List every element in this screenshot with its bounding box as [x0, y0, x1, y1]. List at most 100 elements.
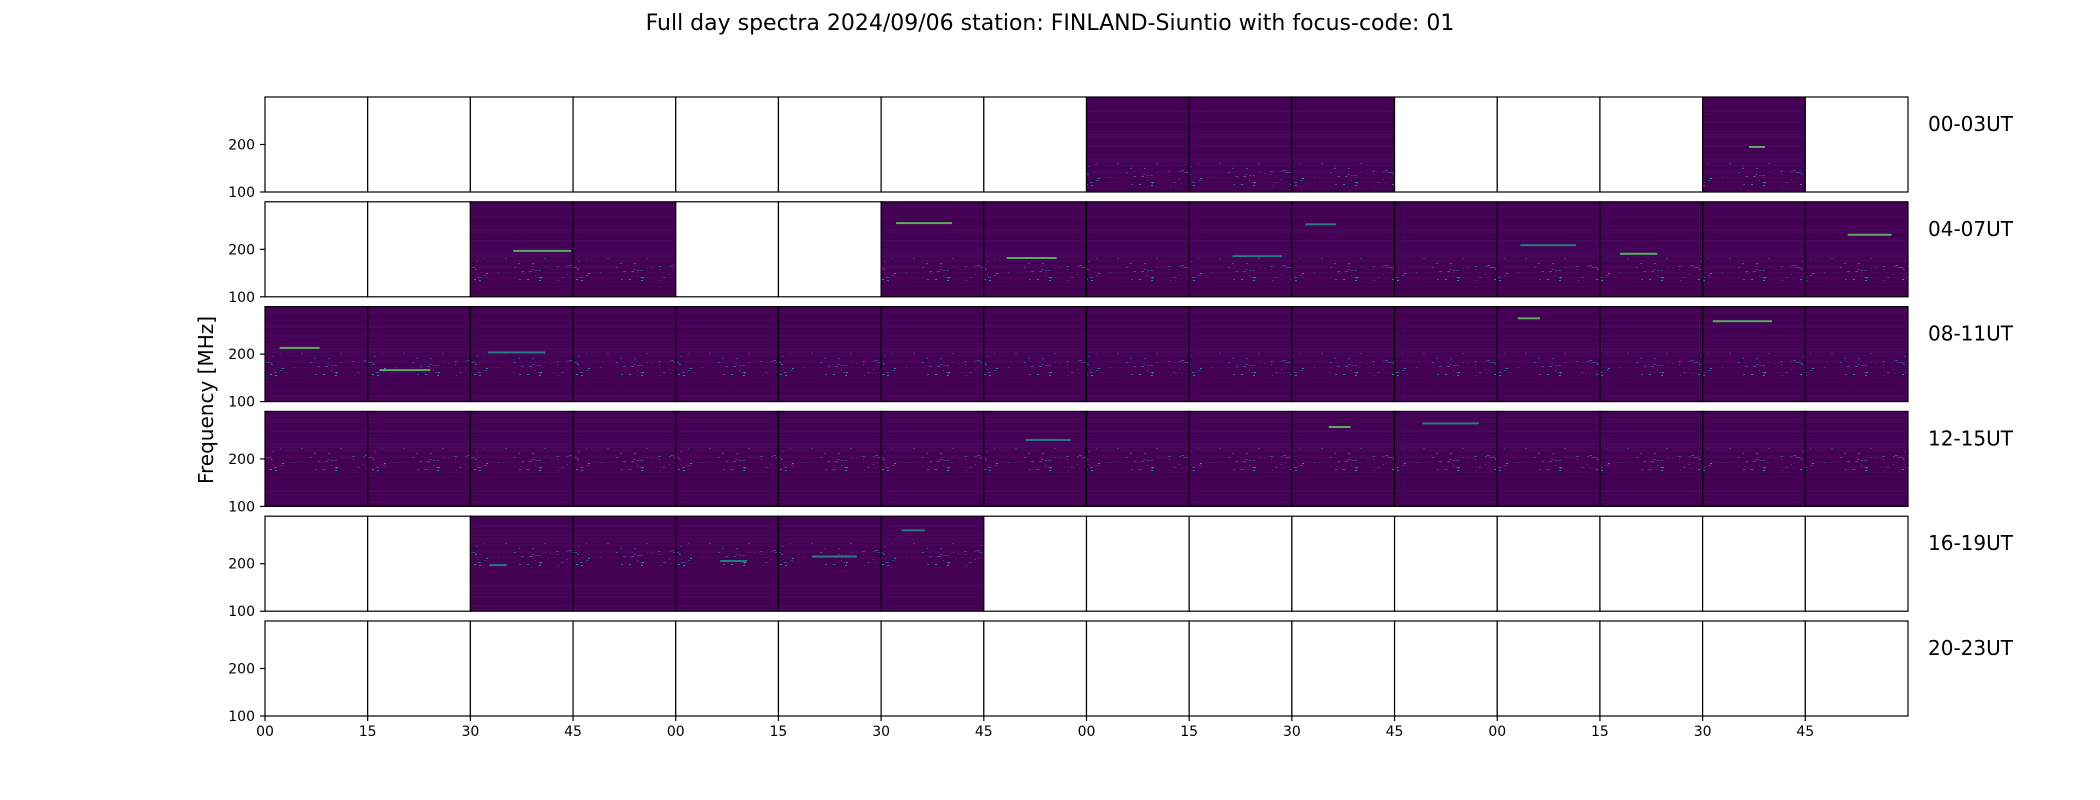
x-tick-label: 45	[975, 724, 993, 740]
empty-cell	[1805, 516, 1908, 612]
empty-cell	[1805, 97, 1908, 192]
signal-streak	[1520, 244, 1577, 247]
x-tick-label: 30	[1694, 724, 1712, 740]
y-tick-label: 200	[228, 138, 255, 154]
empty-cell	[675, 97, 779, 192]
signal-streak	[1006, 257, 1057, 259]
y-tick-label: 200	[228, 452, 255, 468]
empty-cell	[983, 97, 1087, 192]
row-label: 08-11UT	[1928, 322, 2014, 346]
spectrogram-cell	[470, 411, 574, 507]
signal-streak	[901, 529, 925, 532]
empty-cell	[265, 621, 368, 716]
empty-cell	[367, 97, 471, 192]
y-tick-label: 100	[228, 185, 255, 201]
signal-streak	[488, 351, 545, 354]
spectrogram-cell	[1189, 411, 1292, 507]
spectrogram-cell	[1599, 201, 1703, 297]
empty-cell	[367, 201, 471, 297]
spectrogram-cell	[470, 306, 574, 402]
chart-title: Full day spectra 2024/09/06 station: FIN…	[645, 11, 1455, 36]
spectrogram-cell	[983, 411, 1087, 507]
signal-streak	[720, 560, 747, 562]
x-tick-label: 00	[1078, 724, 1096, 740]
spectrogram-cell	[1394, 306, 1498, 402]
y-axis-label: Frequency [MHz]	[194, 316, 218, 484]
signal-streak	[279, 346, 320, 349]
spectrogram-cell	[983, 201, 1087, 297]
y-tick-label: 100	[228, 709, 255, 725]
spectrogram-cell	[367, 411, 471, 507]
spectrogram-cell	[1599, 306, 1703, 402]
spectrogram-cell	[573, 411, 676, 507]
x-tick-label: 45	[564, 724, 582, 740]
x-tick-label: 45	[1796, 724, 1814, 740]
row-label: 20-23UT	[1928, 636, 2014, 660]
panel-border	[1804, 620, 1909, 717]
x-tick-label: 00	[667, 724, 685, 740]
signal-streak	[513, 249, 572, 252]
x-tick-label: 15	[1180, 724, 1198, 740]
y-tick-label: 100	[228, 290, 255, 306]
spectrogram-cell	[778, 516, 882, 612]
panel-border	[1804, 201, 1909, 298]
empty-cell	[983, 621, 1087, 716]
spectrogram-cell	[573, 306, 676, 402]
spectrogram-cell	[1189, 201, 1292, 297]
spectrogram-cell	[1702, 201, 1806, 297]
spectrogram-cell	[881, 411, 984, 507]
y-tick-label: 100	[228, 499, 255, 515]
spectrogram-cell	[675, 516, 779, 612]
spectrogram-cell	[367, 306, 471, 402]
empty-cell	[881, 621, 984, 716]
spectra-rows: 10020000-03UT10020004-07UT10020008-11UT1…	[228, 96, 2014, 725]
spectrogram-cell	[675, 306, 779, 402]
row-label: 00-03UT	[1928, 112, 2014, 136]
signal-streak	[1232, 255, 1282, 258]
x-tick-label: 15	[1591, 724, 1609, 740]
panel-border	[1804, 96, 1909, 193]
signal-streak	[1305, 223, 1336, 226]
spectrogram-cell	[470, 516, 574, 612]
empty-cell	[1086, 516, 1190, 612]
y-tick-label: 200	[228, 242, 255, 258]
x-tick-label: 00	[1488, 724, 1506, 740]
spectrogram-cell	[1702, 306, 1806, 402]
spectrogram-cell	[778, 306, 882, 402]
empty-cell	[573, 97, 676, 192]
empty-cell	[881, 97, 984, 192]
y-tick-label: 200	[228, 557, 255, 573]
signal-streak	[1620, 252, 1658, 255]
spectrogram-cell	[1497, 411, 1600, 507]
spectrogram-cell	[573, 516, 676, 612]
empty-cell	[778, 97, 882, 192]
spectrogram-cell	[778, 411, 882, 507]
spectra-row: 100 200 20-23UT	[228, 620, 2014, 725]
spectrogram-cell	[1086, 306, 1190, 402]
spectrogram-cell	[1189, 97, 1292, 192]
empty-cell	[470, 97, 574, 192]
signal-streak	[896, 222, 952, 225]
signal-streak	[1025, 439, 1071, 441]
signal-streak	[1712, 320, 1772, 323]
spectra-row: 100 200 08-11UT	[228, 306, 2014, 411]
empty-cell	[367, 621, 471, 716]
empty-cell	[1702, 516, 1806, 612]
spectrogram-cell	[1394, 411, 1498, 507]
spectrogram-cell	[1497, 306, 1600, 402]
spectra-row: 100 200 04-07UT	[228, 201, 2014, 306]
empty-cell	[1086, 621, 1190, 716]
x-tick-label: 15	[770, 724, 788, 740]
empty-cell	[367, 516, 471, 612]
spectrogram-cell	[573, 201, 676, 297]
signal-streak	[489, 564, 507, 567]
spectrogram-cell	[1805, 306, 1908, 402]
row-label: 12-15UT	[1928, 426, 2014, 450]
x-tick-label: 30	[872, 724, 890, 740]
empty-cell	[983, 516, 1087, 612]
spectrogram-cell	[1805, 201, 1908, 297]
signal-streak	[1749, 146, 1766, 148]
empty-cell	[778, 201, 882, 297]
x-tick-label: 30	[1283, 724, 1301, 740]
empty-cell	[1291, 516, 1395, 612]
